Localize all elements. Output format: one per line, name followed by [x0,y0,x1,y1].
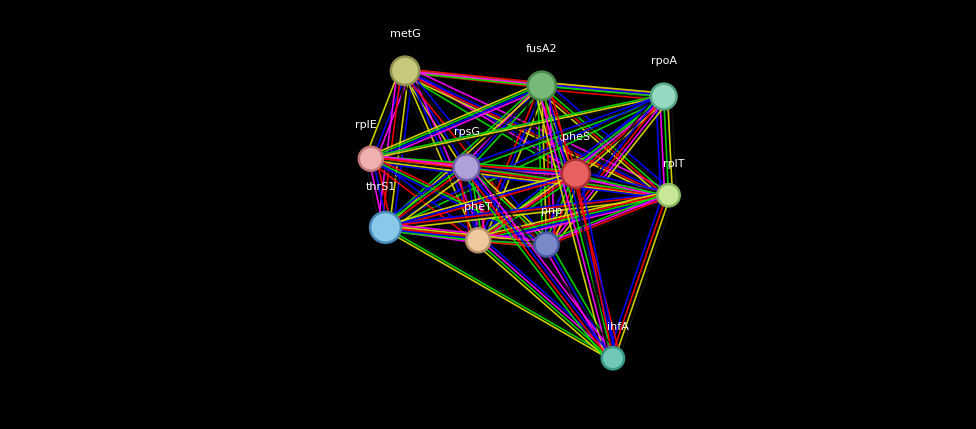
Ellipse shape [390,57,420,85]
Ellipse shape [651,84,676,109]
Text: pnp: pnp [541,206,562,216]
Ellipse shape [658,184,679,206]
Ellipse shape [359,147,383,171]
Ellipse shape [561,160,590,188]
Text: pheT: pheT [465,202,492,212]
Text: ihfA: ihfA [607,322,629,332]
Text: thrS1: thrS1 [366,182,395,192]
Ellipse shape [454,154,479,180]
Text: rpsG: rpsG [454,127,479,137]
Ellipse shape [527,72,556,100]
Text: rplE: rplE [355,121,377,130]
Text: pheS: pheS [562,132,590,142]
Ellipse shape [535,233,558,257]
Text: rpoA: rpoA [651,57,676,66]
Text: metG: metG [389,29,421,39]
Ellipse shape [602,347,624,369]
Ellipse shape [370,212,401,243]
Text: rplT: rplT [663,159,684,169]
Text: fusA2: fusA2 [526,44,557,54]
Ellipse shape [467,228,490,252]
